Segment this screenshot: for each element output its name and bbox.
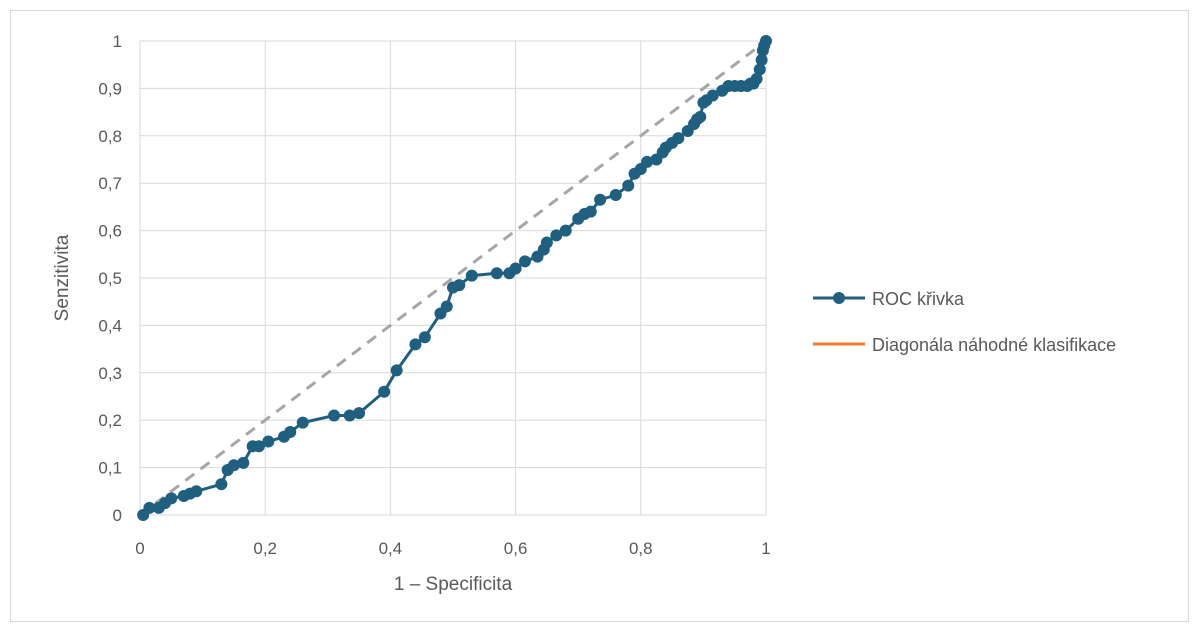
x-tick-label: 0,6 bbox=[504, 539, 528, 558]
legend-item-diagonal: Diagonála náhodné klasifikace bbox=[813, 335, 1116, 355]
roc-data-point bbox=[378, 385, 391, 398]
roc-data-point bbox=[540, 236, 553, 249]
x-tick-label: 0,2 bbox=[253, 539, 277, 558]
y-gridlines bbox=[140, 40, 766, 516]
roc-data-point bbox=[440, 300, 453, 313]
legend-item-roc: ROC křivka bbox=[813, 289, 965, 309]
roc-data-point bbox=[706, 89, 719, 102]
legend-roc-marker-swatch bbox=[833, 292, 845, 304]
y-tick-label: 0,7 bbox=[98, 174, 122, 193]
diagonal-reference-line bbox=[139, 39, 767, 517]
roc-data-point bbox=[753, 63, 766, 76]
y-tick-label: 0,4 bbox=[98, 316, 122, 335]
legend: ROC křivka Diagonála náhodné klasifikace bbox=[813, 289, 1116, 355]
roc-data-point bbox=[559, 224, 572, 237]
roc-data-point bbox=[252, 440, 265, 453]
roc-data-point bbox=[584, 205, 597, 218]
roc-data-point bbox=[353, 407, 366, 420]
roc-data-point bbox=[143, 501, 156, 514]
y-axis-title: Senzitivita bbox=[52, 234, 73, 321]
roc-data-point bbox=[609, 189, 622, 202]
roc-data-point bbox=[550, 229, 563, 242]
y-tick-label: 0,2 bbox=[98, 411, 122, 430]
x-tick-label: 0,8 bbox=[629, 539, 653, 558]
roc-data-point bbox=[237, 456, 250, 469]
roc-data-point bbox=[418, 331, 431, 344]
roc-data-point bbox=[296, 416, 309, 429]
y-tick-label: 0,8 bbox=[98, 127, 122, 146]
roc-data-point bbox=[509, 262, 522, 275]
roc-data-point bbox=[190, 485, 203, 498]
roc-data-point bbox=[215, 478, 228, 491]
roc-data-point bbox=[465, 269, 478, 282]
roc-data-point bbox=[227, 459, 240, 472]
roc-data-point bbox=[750, 72, 763, 85]
roc-curve-points bbox=[137, 35, 772, 521]
roc-data-point bbox=[622, 179, 635, 192]
roc-data-point bbox=[390, 364, 403, 377]
roc-data-point bbox=[490, 267, 503, 280]
legend-diagonal-label: Diagonála náhodné klasifikace bbox=[872, 335, 1116, 355]
roc-data-point bbox=[409, 338, 422, 351]
y-tick-label: 0,5 bbox=[98, 269, 122, 288]
roc-data-point bbox=[518, 255, 531, 268]
y-tick-label: 1 bbox=[113, 32, 122, 51]
roc-data-point bbox=[641, 155, 654, 168]
roc-data-point bbox=[328, 409, 341, 422]
roc-data-point bbox=[343, 409, 356, 422]
x-tick-label: 1 bbox=[761, 539, 770, 558]
x-tick-label: 0,4 bbox=[379, 539, 403, 558]
roc-data-point bbox=[453, 279, 466, 292]
y-tick-label: 0,1 bbox=[98, 459, 122, 478]
y-tick-label: 0,3 bbox=[98, 364, 122, 383]
legend-roc-label: ROC křivka bbox=[872, 289, 965, 309]
chart-frame bbox=[10, 10, 1189, 622]
x-tick-label: 0 bbox=[135, 539, 144, 558]
roc-data-point bbox=[165, 492, 178, 505]
x-tick-labels: 0 0,2 0,4 0,6 0,8 1 bbox=[135, 539, 770, 558]
diagonal-dashed-line bbox=[139, 39, 767, 517]
roc-data-point bbox=[284, 426, 297, 439]
y-tick-label: 0,9 bbox=[98, 79, 122, 98]
roc-data-point bbox=[755, 53, 768, 66]
roc-data-point bbox=[672, 132, 685, 145]
y-tick-labels: 0 0,1 0,2 0,3 0,4 0,5 0,6 0,7 0,8 0,9 1 bbox=[98, 32, 122, 525]
roc-data-point bbox=[262, 435, 275, 448]
y-tick-label: 0 bbox=[113, 506, 122, 525]
roc-data-point bbox=[694, 110, 707, 123]
roc-data-point bbox=[594, 193, 607, 206]
roc-data-point bbox=[760, 35, 772, 47]
y-tick-label: 0,6 bbox=[98, 222, 122, 241]
x-axis-title: 1 – Specificita bbox=[394, 574, 513, 595]
